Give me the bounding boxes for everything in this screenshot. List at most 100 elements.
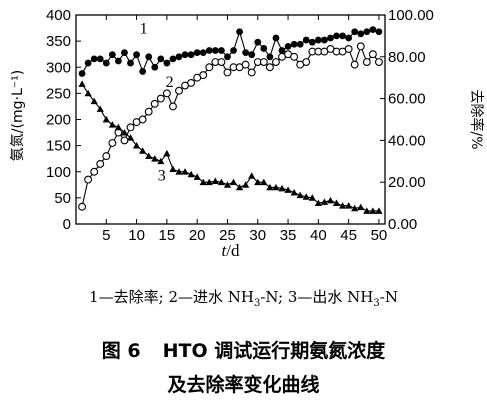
series-3-point <box>145 152 153 159</box>
series-2-point <box>199 71 208 80</box>
series-1-point <box>375 28 383 36</box>
series-3-point <box>284 186 292 193</box>
y-right-tick-label: 80.00 <box>388 49 426 66</box>
series-3-point <box>223 181 232 188</box>
y-left-tick-label: 300 <box>46 59 71 76</box>
series-1-point <box>181 51 189 59</box>
series-3-point <box>242 181 250 188</box>
legend-item-removal-rate: 1—去除率 <box>89 288 159 306</box>
series-3-point <box>90 97 98 105</box>
series-2-point <box>150 99 159 108</box>
series-1-point <box>308 38 316 46</box>
series-2-point <box>187 78 196 87</box>
series-3-point <box>151 155 159 162</box>
series-1-point <box>121 49 128 57</box>
series-2-point <box>302 58 311 66</box>
series-3-point <box>229 178 238 186</box>
series-1-point <box>157 55 165 63</box>
series-2-point <box>241 60 250 69</box>
series-2-point <box>374 58 383 66</box>
series-1-point <box>290 40 298 48</box>
curve-label-1: 1 <box>140 21 148 38</box>
series-2-point <box>217 58 226 66</box>
series-3-point <box>375 207 383 214</box>
series-3-point <box>278 184 286 192</box>
y-left-tick-label: 150 <box>46 138 71 155</box>
series-2-point <box>84 175 93 184</box>
figure-caption: 图 6 HTO 调试运行期氨氮浓度 及去除率变化曲线 <box>0 334 487 402</box>
series-2-point <box>247 68 256 77</box>
series-1-point <box>199 49 207 57</box>
series-3-point <box>108 121 116 128</box>
caption-title-1: HTO 调试运行期氨氮浓度 <box>162 340 386 362</box>
series-1-point <box>90 55 98 63</box>
series-3-point <box>302 193 310 200</box>
series-2-point <box>156 94 165 103</box>
series-3-point <box>363 207 371 214</box>
series-3-point <box>84 89 92 97</box>
series-2-point <box>259 58 268 66</box>
figure-number: 图 6 <box>101 340 141 362</box>
legend-item-effluent: 3—出水 NH3-N <box>287 288 398 309</box>
series-3-point <box>332 199 341 206</box>
series-3-point <box>114 123 123 131</box>
series-1-point <box>218 47 225 54</box>
series-2-point <box>223 68 232 77</box>
series-1-point <box>339 32 346 40</box>
series-3-point <box>199 178 207 186</box>
x-tick-label: 40 <box>310 227 327 244</box>
y-left-axis-label: 氨氮/(mg·L⁻¹) <box>10 70 26 161</box>
series-3-point <box>351 204 359 212</box>
series-2-point <box>368 50 377 59</box>
series-1-point <box>175 53 183 61</box>
series-2-point <box>344 45 353 53</box>
series-3-point <box>139 147 147 154</box>
series-1-point <box>278 47 286 54</box>
y-right-tick-label: 60.00 <box>388 91 426 108</box>
series-2-point <box>144 107 153 116</box>
series-1-point <box>272 34 280 42</box>
y-left-tick-label: 350 <box>46 33 71 50</box>
y-left-tick-label: 200 <box>46 112 71 129</box>
series-3-point <box>120 128 129 136</box>
series-1-point <box>224 53 231 61</box>
series-3-point <box>248 172 256 179</box>
series-3-point <box>266 183 274 191</box>
series-2-point <box>108 139 117 147</box>
series-1-point <box>127 59 134 67</box>
x-tick-label: 10 <box>128 227 145 244</box>
series-2-point <box>271 58 280 66</box>
series-3-point <box>102 115 110 123</box>
series-2-point <box>265 63 274 72</box>
series-3-point <box>326 196 335 204</box>
legend-item-influent: 2—进水 NH3-N <box>168 288 279 309</box>
curve-label-2: 2 <box>166 74 174 91</box>
x-tick-label: 45 <box>340 227 357 244</box>
series-3-point <box>163 149 171 157</box>
series-1-point <box>102 59 110 67</box>
plot-frame <box>75 14 386 225</box>
x-tick-label: 30 <box>249 227 266 244</box>
series-1-point <box>254 38 262 46</box>
series-2-point <box>90 167 99 176</box>
series-1-point <box>345 34 353 42</box>
series-1-point <box>321 36 328 44</box>
series-3-point <box>254 178 262 186</box>
series-3-point <box>193 173 201 180</box>
series-1-point <box>266 53 274 61</box>
series-3-point <box>205 178 213 186</box>
series-3-point <box>290 189 298 196</box>
y-left-tick-label: 100 <box>46 164 71 181</box>
series-1-point <box>363 28 371 36</box>
series-1-point <box>302 36 310 44</box>
series-1-point <box>108 51 116 59</box>
series-1-point <box>357 30 365 38</box>
series-1-point <box>78 70 86 77</box>
series-1-point <box>187 51 195 59</box>
series-1-point <box>169 55 177 63</box>
series-1-point <box>242 49 250 57</box>
series-1-point <box>236 28 243 36</box>
chart: 5 10 15 20 25 30 35 40 45 50 0 50 100 150 200 250 300 350… <box>10 7 485 260</box>
x-tick-label: 5 <box>102 227 110 244</box>
series-1-point <box>230 47 237 54</box>
